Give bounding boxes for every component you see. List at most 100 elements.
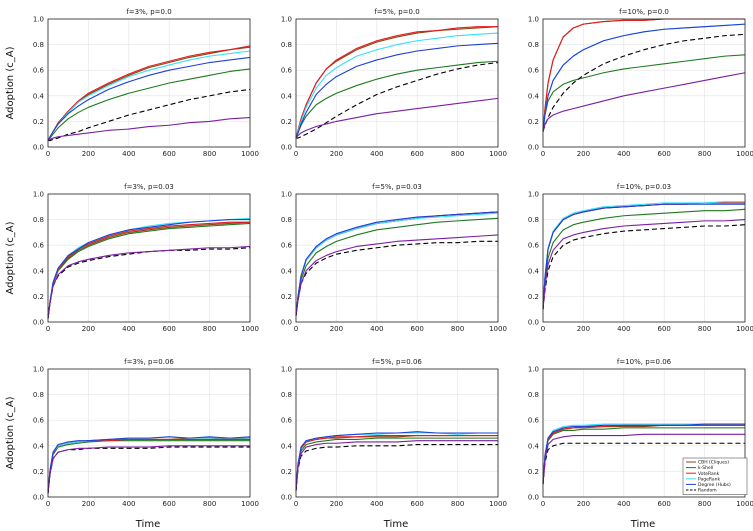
panel-3: 0 200 400 600 800 1000 0.0 0.2 0.4 0.6 0.8 1.0 f=10%… bbox=[528, 8, 753, 158]
x-tick-label: 600 bbox=[163, 500, 176, 508]
series-line-purple bbox=[47, 445, 250, 494]
panels: 0 200 400 600 800 1000 0.0 0.2 0.4 0.6 0.8 1.0 f=3%,… bbox=[33, 8, 753, 508]
x-tick-label: 200 bbox=[82, 500, 95, 508]
x-tick-label: 400 bbox=[122, 150, 135, 158]
x-tick-label: 400 bbox=[122, 500, 135, 508]
x-tick-label: 1000 bbox=[489, 500, 507, 508]
y-tick-label: 0.6 bbox=[281, 67, 293, 75]
x-tick-label: 200 bbox=[577, 500, 590, 508]
panel-6: 0 200 400 600 800 1000 0.0 0.2 0.4 0.6 0.8 1.0 f=10%… bbox=[528, 183, 753, 333]
x-tick-label: 600 bbox=[411, 325, 424, 333]
x-tick-label: 400 bbox=[370, 500, 383, 508]
x-tick-label: 1000 bbox=[736, 325, 753, 333]
legend-label: Random bbox=[698, 488, 717, 494]
series-line-random bbox=[542, 224, 746, 310]
y-tick-label: 0.6 bbox=[528, 242, 540, 250]
series-line-pagerank bbox=[295, 212, 499, 316]
y-tick-label: 0.0 bbox=[33, 494, 44, 502]
series-line-degree-hubs- bbox=[295, 42, 499, 139]
panel-title: f=5%, p=0.0 bbox=[374, 8, 419, 16]
y-tick-label: 0.8 bbox=[33, 391, 44, 399]
series-line-cbh-cliques- bbox=[542, 202, 745, 310]
x-tick-label: 200 bbox=[82, 150, 95, 158]
y-tick-label: 0.2 bbox=[528, 468, 539, 476]
x-tick-label: 400 bbox=[617, 325, 630, 333]
x-tick-label: 800 bbox=[698, 500, 711, 508]
xlabel-col-2: Time bbox=[383, 519, 408, 530]
y-tick-label: 1.0 bbox=[528, 191, 539, 199]
x-tick-label: 200 bbox=[330, 500, 343, 508]
y-tick-label: 0.2 bbox=[33, 468, 44, 476]
y-tick-label: 0.0 bbox=[528, 494, 539, 502]
x-tick-label: 0 bbox=[294, 500, 298, 508]
series-line-k-shell bbox=[295, 437, 498, 491]
x-tick-label: 1000 bbox=[241, 500, 259, 508]
series-line-random bbox=[295, 240, 498, 316]
panel-title: f=10%, p=0.03 bbox=[617, 183, 671, 191]
series-line-random bbox=[295, 443, 498, 491]
y-tick-label: 0.8 bbox=[281, 391, 292, 399]
panel-8: 0 200 400 600 800 1000 0.0 0.2 0.4 0.6 0.8 1.0 f=5%,… bbox=[281, 358, 507, 508]
x-tick-label: 600 bbox=[411, 150, 424, 158]
ylabel-row-3: Adoption (c_A) bbox=[5, 396, 16, 469]
legend-box bbox=[682, 457, 748, 495]
x-tick-label: 800 bbox=[451, 150, 464, 158]
x-tick-label: 0 bbox=[46, 325, 50, 333]
panel-1: 0 200 400 600 800 1000 0.0 0.2 0.4 0.6 0.8 1.0 f=3%,… bbox=[33, 8, 259, 158]
series-line-random bbox=[296, 61, 499, 139]
y-tick-label: 0.4 bbox=[528, 267, 540, 275]
y-tick-label: 0.6 bbox=[528, 417, 540, 425]
series-line-pagerank bbox=[542, 201, 745, 310]
series-line-degree-hubs- bbox=[47, 219, 250, 319]
panel-2: 0 200 400 600 800 1000 0.0 0.2 0.4 0.6 0.8 1.0 f=5%,… bbox=[281, 8, 507, 158]
x-tick-label: 200 bbox=[577, 150, 590, 158]
axis-labels: Adoption (c_A) Adoption (c_A) Adoption (… bbox=[5, 46, 655, 530]
series-line-k-shell bbox=[542, 427, 745, 485]
plot-frame bbox=[47, 368, 251, 498]
x-tick-label: 400 bbox=[122, 325, 135, 333]
xlabel-col-1: Time bbox=[135, 519, 160, 530]
series-line-voterank bbox=[295, 435, 498, 491]
series-line-k-shell bbox=[542, 54, 746, 132]
y-tick-label: 0.0 bbox=[33, 319, 44, 327]
series-line-degree-hubs- bbox=[295, 211, 499, 316]
x-tick-label: 200 bbox=[82, 325, 95, 333]
x-tick-label: 0 bbox=[46, 500, 50, 508]
y-tick-label: 1.0 bbox=[281, 191, 292, 199]
y-tick-label: 0.8 bbox=[281, 216, 292, 224]
x-tick-label: 1000 bbox=[241, 150, 259, 158]
panel-title: f=3%, p=0.03 bbox=[124, 183, 174, 191]
x-tick-label: 0 bbox=[294, 150, 298, 158]
series-line-pagerank bbox=[542, 23, 746, 132]
panel-title: f=5%, p=0.06 bbox=[372, 358, 422, 366]
x-tick-label: 400 bbox=[370, 150, 383, 158]
panel-title: f=10%, p=0.06 bbox=[617, 358, 672, 366]
series-line-purple bbox=[542, 72, 746, 132]
x-tick-label: 600 bbox=[658, 150, 671, 158]
y-tick-label: 0.4 bbox=[33, 267, 45, 275]
y-tick-label: 0.0 bbox=[281, 319, 292, 327]
panel-5: 0 200 400 600 800 1000 0.0 0.2 0.4 0.6 0.8 1.0 f=5%,… bbox=[281, 183, 507, 333]
x-tick-label: 200 bbox=[577, 325, 590, 333]
y-tick-label: 0.6 bbox=[528, 67, 540, 75]
x-tick-label: 600 bbox=[658, 500, 671, 508]
legend-label: VoteRank bbox=[698, 471, 720, 477]
series-line-purple bbox=[47, 117, 251, 142]
panel-title: f=5%, p=0.03 bbox=[372, 183, 422, 191]
x-tick-label: 800 bbox=[698, 150, 711, 158]
y-tick-label: 0.8 bbox=[281, 41, 292, 49]
x-tick-label: 800 bbox=[203, 500, 216, 508]
plot-frame bbox=[542, 193, 746, 323]
series-line-voterank bbox=[542, 424, 745, 485]
y-tick-label: 0.4 bbox=[281, 92, 293, 100]
xlabel-col-3: Time bbox=[630, 519, 655, 530]
y-tick-label: 0.6 bbox=[33, 242, 45, 250]
x-tick-label: 400 bbox=[370, 325, 383, 333]
series-line-degree-hubs- bbox=[47, 436, 251, 494]
panel-title: f=3%, p=0.06 bbox=[124, 358, 174, 366]
y-tick-label: 0.2 bbox=[528, 118, 539, 126]
x-tick-label: 600 bbox=[163, 150, 176, 158]
x-tick-label: 1000 bbox=[241, 325, 259, 333]
series-line-random bbox=[47, 446, 250, 494]
